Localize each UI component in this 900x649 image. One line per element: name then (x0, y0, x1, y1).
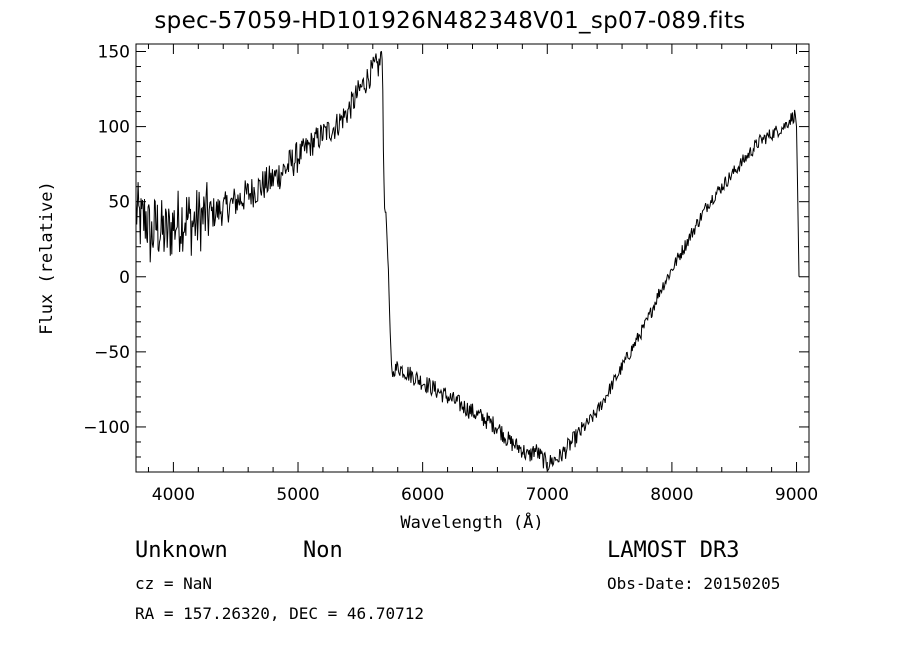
x-tick-label: 7000 (526, 485, 569, 505)
x-tick-label: 8000 (650, 485, 693, 505)
y-tick-label: 150 (98, 43, 130, 63)
y-tick-label: 0 (119, 268, 130, 288)
x-tick-labels: 4000 5000 6000 7000 8000 9000 (152, 485, 818, 505)
x-tick-label: 9000 (775, 485, 818, 505)
survey-label: LAMOST DR3 (607, 538, 740, 563)
spectrum-line (135, 50, 800, 472)
redshift-label: cz = NaN (135, 574, 213, 593)
axis-ticks (136, 44, 809, 472)
y-tick-label: −50 (94, 343, 130, 363)
x-tick-label: 4000 (152, 485, 195, 505)
x-tick-label: 6000 (401, 485, 444, 505)
coordinates-label: RA = 157.26320, DEC = 46.70712 (135, 604, 424, 623)
obs-date-label: Obs-Date: 20150205 (607, 574, 781, 593)
class-label: Unknown (135, 538, 228, 563)
y-tick-label: −100 (83, 418, 130, 438)
x-tick-label: 5000 (276, 485, 319, 505)
y-tick-label: 50 (108, 193, 130, 213)
y-axis-label: Flux (relative) (37, 181, 57, 335)
y-tick-labels: −100 −50 0 50 100 150 (83, 43, 130, 438)
y-tick-label: 100 (98, 118, 130, 138)
chart-title: spec-57059-HD101926N482348V01_sp07-089.f… (154, 8, 746, 34)
x-axis-label: Wavelength (Å) (400, 511, 543, 533)
subclass-label: Non (303, 538, 343, 563)
